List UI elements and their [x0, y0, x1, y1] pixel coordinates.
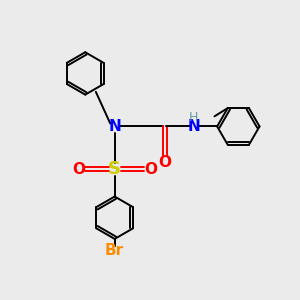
- Text: O: O: [144, 162, 158, 177]
- Text: O: O: [158, 155, 171, 170]
- Text: O: O: [72, 162, 85, 177]
- Text: N: N: [188, 119, 200, 134]
- Text: N: N: [108, 119, 121, 134]
- Text: Br: Br: [105, 243, 124, 258]
- Text: H: H: [189, 110, 198, 124]
- Text: S: S: [108, 160, 121, 178]
